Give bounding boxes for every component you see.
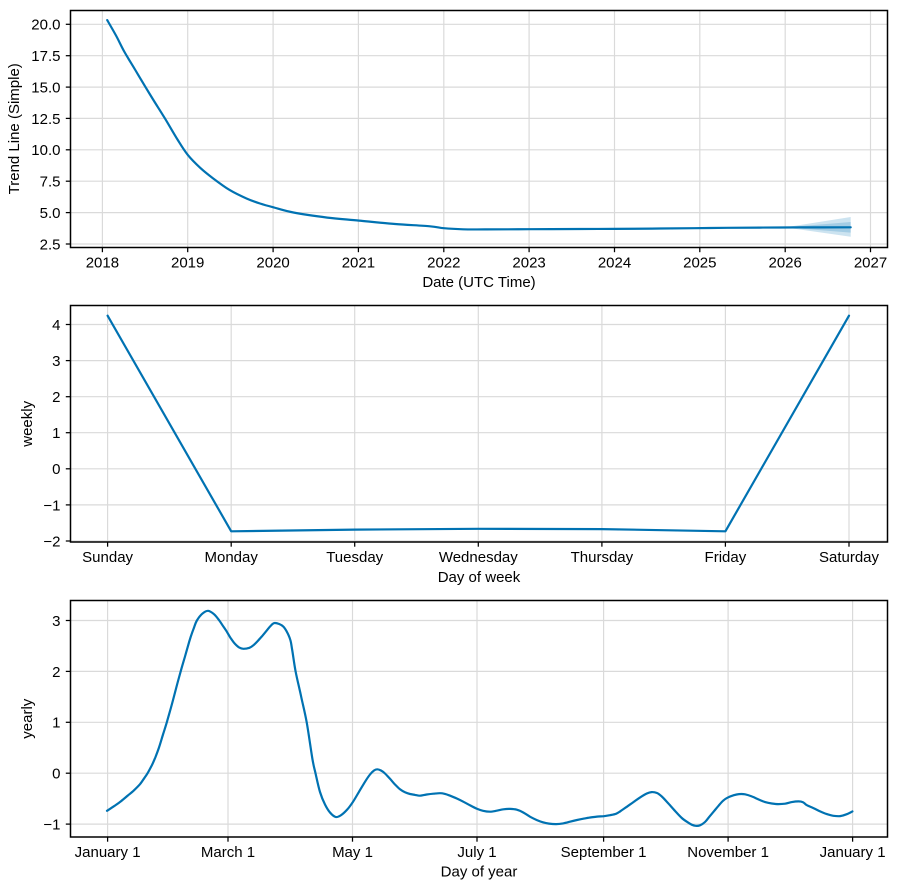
svg-text:Sunday: Sunday [82, 549, 133, 566]
svg-text:7.5: 7.5 [40, 174, 61, 191]
svg-text:September 1: September 1 [561, 844, 647, 861]
svg-text:Trend Line (Simple): Trend Line (Simple) [6, 63, 23, 194]
svg-text:4: 4 [52, 317, 60, 334]
svg-text:July 1: July 1 [457, 844, 496, 861]
svg-text:2027: 2027 [854, 255, 887, 272]
svg-text:May 1: May 1 [332, 844, 373, 861]
svg-text:1: 1 [52, 425, 60, 442]
svg-text:2026: 2026 [769, 255, 802, 272]
svg-text:yearly: yearly [19, 698, 36, 739]
svg-text:20.0: 20.0 [31, 17, 60, 34]
svg-text:2019: 2019 [171, 255, 204, 272]
svg-text:1: 1 [52, 715, 60, 732]
svg-text:2020: 2020 [256, 255, 289, 272]
svg-text:3: 3 [52, 353, 60, 370]
svg-text:−2: −2 [43, 533, 60, 550]
svg-text:Date (UTC Time): Date (UTC Time) [422, 274, 535, 291]
svg-text:Day of week: Day of week [438, 569, 521, 586]
svg-text:Friday: Friday [705, 549, 747, 566]
svg-text:January 1: January 1 [820, 844, 886, 861]
svg-text:2.5: 2.5 [40, 236, 61, 253]
svg-text:Day of year: Day of year [441, 864, 518, 881]
svg-text:3: 3 [52, 613, 60, 630]
svg-text:15.0: 15.0 [31, 80, 60, 97]
svg-text:November 1: November 1 [687, 844, 769, 861]
svg-text:weekly: weekly [19, 400, 36, 447]
svg-text:10.0: 10.0 [31, 142, 60, 159]
svg-text:−1: −1 [43, 817, 60, 834]
svg-text:2022: 2022 [427, 255, 460, 272]
svg-text:2: 2 [52, 389, 60, 406]
svg-text:2024: 2024 [598, 255, 631, 272]
svg-text:Tuesday: Tuesday [326, 549, 383, 566]
svg-text:Saturday: Saturday [819, 549, 880, 566]
svg-text:Wednesday: Wednesday [439, 549, 518, 566]
svg-text:Monday: Monday [205, 549, 259, 566]
svg-text:0: 0 [52, 461, 60, 478]
svg-text:2021: 2021 [342, 255, 375, 272]
svg-text:0: 0 [52, 766, 60, 783]
svg-text:Thursday: Thursday [571, 549, 634, 566]
svg-text:March 1: March 1 [201, 844, 255, 861]
svg-text:−1: −1 [43, 497, 60, 514]
svg-text:12.5: 12.5 [31, 111, 60, 128]
svg-text:2025: 2025 [683, 255, 716, 272]
svg-text:2: 2 [52, 664, 60, 681]
svg-text:January 1: January 1 [75, 844, 141, 861]
svg-text:2018: 2018 [86, 255, 119, 272]
svg-text:2023: 2023 [512, 255, 545, 272]
svg-text:5.0: 5.0 [40, 205, 61, 222]
svg-text:17.5: 17.5 [31, 48, 60, 65]
